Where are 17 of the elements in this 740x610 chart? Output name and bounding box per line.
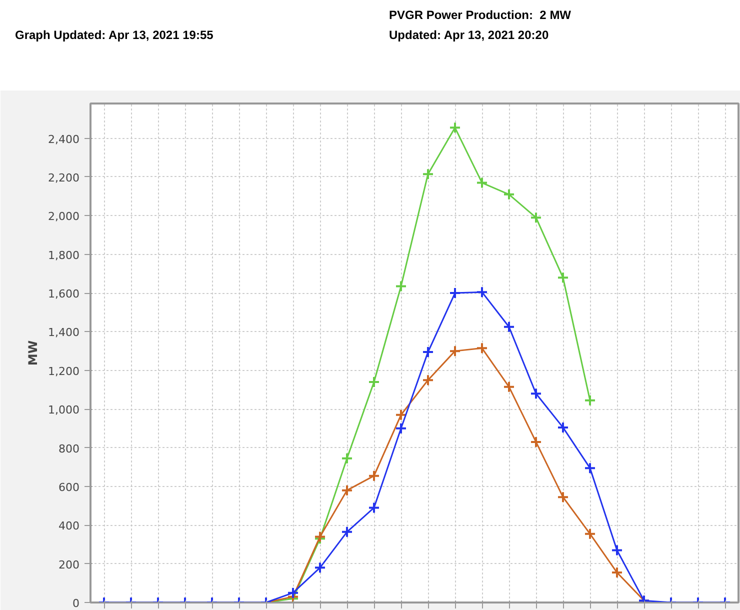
y-tick-label: 600 xyxy=(58,480,80,494)
text: PVGR Power Production: 2 MW xyxy=(389,8,572,22)
y-tick-label: 400 xyxy=(58,520,80,533)
y-tick-label: 2,200 xyxy=(48,171,80,184)
y-tick-label: 800 xyxy=(58,442,80,456)
y-tick-label: 0 xyxy=(72,597,80,610)
y-tick-label: 2,400 xyxy=(48,132,80,146)
y-tick-label: 1,000 xyxy=(48,404,80,417)
y-tick-label: 200 xyxy=(58,558,80,572)
y-tick-label: 2,000 xyxy=(48,210,80,224)
text: Updated: Apr 13, 2021 20:20 xyxy=(389,28,549,42)
y-axis-title: MW xyxy=(26,340,40,366)
text: Graph Updated: Apr 13, 2021 19:55 xyxy=(15,28,214,42)
y-tick-label: 1,400 xyxy=(48,326,80,340)
y-tick-label: 1,200 xyxy=(48,364,80,378)
y-tick-label: 1,800 xyxy=(48,248,80,262)
y-tick-label: 1,600 xyxy=(48,288,80,301)
